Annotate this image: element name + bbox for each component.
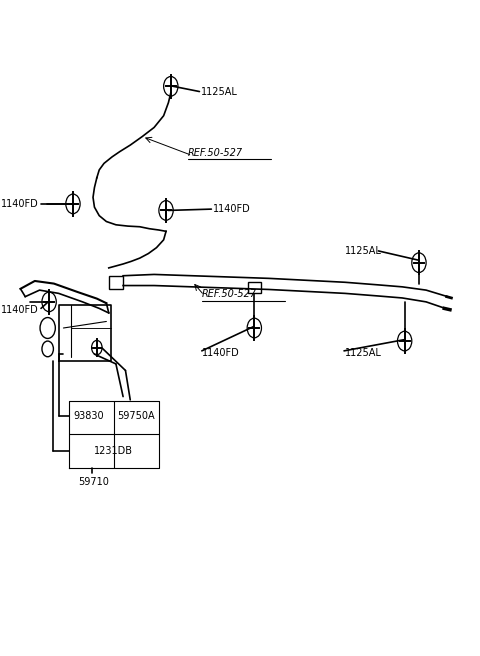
Text: 1140FD: 1140FD <box>213 204 251 214</box>
Text: 1125AL: 1125AL <box>201 87 238 96</box>
Text: REF.50-527: REF.50-527 <box>188 148 242 158</box>
Text: 1140FD: 1140FD <box>1 199 39 209</box>
Text: 59710: 59710 <box>78 476 108 487</box>
Text: 93830: 93830 <box>73 411 104 421</box>
Text: 1125AL: 1125AL <box>345 348 382 358</box>
Text: 1140FD: 1140FD <box>1 304 39 315</box>
Text: 1140FD: 1140FD <box>202 348 240 358</box>
Text: 59750A: 59750A <box>117 411 155 421</box>
Text: REF.50-527: REF.50-527 <box>202 289 257 299</box>
Bar <box>248 281 261 293</box>
Text: 1125AL: 1125AL <box>345 246 382 256</box>
Text: 1231DB: 1231DB <box>95 446 133 456</box>
Bar <box>109 276 123 289</box>
